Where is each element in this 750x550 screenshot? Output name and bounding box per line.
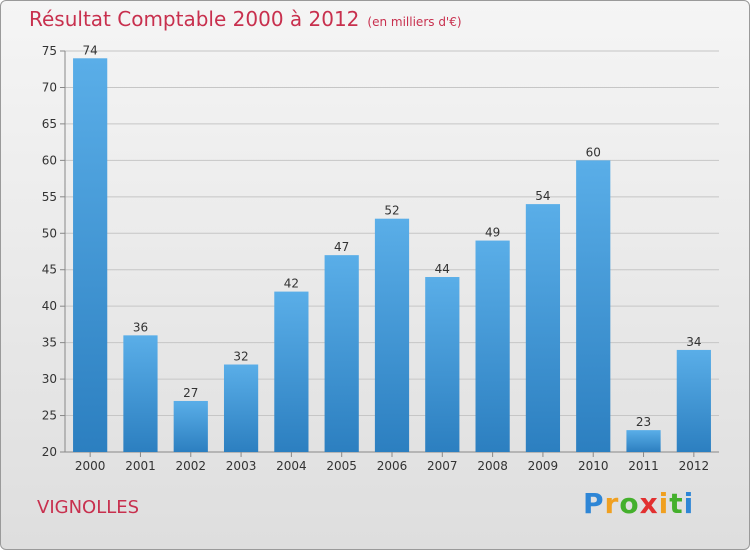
x-tick-label: 2005 xyxy=(326,459,357,473)
logo-letter: i xyxy=(658,487,670,520)
logo-letter: t xyxy=(669,487,684,520)
bar-value-label: 32 xyxy=(233,350,248,364)
town-name: VIGNOLLES xyxy=(37,497,140,518)
logo-letter: o xyxy=(619,487,640,520)
x-tick-label: 2007 xyxy=(427,459,458,473)
bar-value-label: 60 xyxy=(586,145,601,159)
bar-value-label: 36 xyxy=(133,320,148,334)
y-tick-label: 25 xyxy=(42,409,57,423)
x-tick-label: 2000 xyxy=(75,459,106,473)
x-tick-label: 2004 xyxy=(276,459,307,473)
bar xyxy=(274,291,309,452)
bars xyxy=(73,58,711,453)
bar-value-label: 47 xyxy=(334,240,349,254)
bar-value-label: 44 xyxy=(435,262,450,276)
y-tick-label: 50 xyxy=(42,226,57,240)
proxiti-logo: Proxiti xyxy=(583,487,694,520)
y-tick-label: 20 xyxy=(42,445,57,459)
chart-title: Résultat Comptable 2000 à 2012 xyxy=(29,7,360,31)
x-tick-label: 2008 xyxy=(477,459,508,473)
chart-subtitle: (en milliers d'€) xyxy=(367,15,462,29)
x-tick-label: 2012 xyxy=(679,459,710,473)
bar-value-label: 49 xyxy=(485,226,500,240)
bar-value-label: 42 xyxy=(284,277,299,291)
x-tick-label: 2011 xyxy=(628,459,659,473)
y-tick-label: 65 xyxy=(42,117,57,131)
x-tick-label: 2001 xyxy=(125,459,156,473)
bar xyxy=(123,335,158,452)
y-tick-label: 45 xyxy=(42,263,57,277)
logo-letter: i xyxy=(683,487,695,520)
logo-letter: r xyxy=(604,487,620,520)
bar xyxy=(324,255,359,452)
bar-value-label: 54 xyxy=(535,189,550,203)
bar xyxy=(676,349,711,452)
bar-value-label: 27 xyxy=(183,386,198,400)
x-tick-label: 2002 xyxy=(175,459,206,473)
y-tick-label: 30 xyxy=(42,372,57,386)
x-tick-label: 2010 xyxy=(578,459,609,473)
x-tick-label: 2006 xyxy=(377,459,408,473)
y-tick-label: 55 xyxy=(42,190,57,204)
bar-value-label: 34 xyxy=(686,335,701,349)
y-tick-label: 35 xyxy=(42,336,57,350)
bar xyxy=(73,58,108,453)
y-tick-label: 70 xyxy=(42,80,57,94)
bar-value-label: 23 xyxy=(636,415,651,429)
logo-letter: x xyxy=(639,487,659,520)
y-tick-label: 40 xyxy=(42,299,57,313)
x-tick-label: 2009 xyxy=(528,459,559,473)
y-tick-label: 75 xyxy=(42,44,57,58)
bar-value-label: 52 xyxy=(384,204,399,218)
bar xyxy=(223,364,259,452)
data-labels: 74 36 27 32 42 47 52 44 49 54 60 23 34 xyxy=(83,43,702,429)
x-tick-label: 2003 xyxy=(226,459,257,473)
y-tick-label: 60 xyxy=(42,153,57,167)
bar xyxy=(576,160,611,452)
chart-title-block: Résultat Comptable 2000 à 2012 (en millie… xyxy=(29,7,462,31)
bar xyxy=(374,218,410,452)
bar xyxy=(525,204,561,452)
bar xyxy=(626,430,661,452)
bar xyxy=(425,277,460,452)
bar xyxy=(475,240,510,452)
logo-letter: P xyxy=(583,487,605,520)
bar xyxy=(173,400,208,452)
bar-value-label: 74 xyxy=(83,43,98,57)
